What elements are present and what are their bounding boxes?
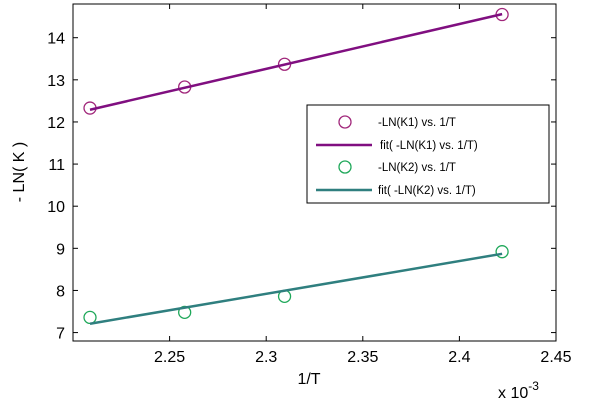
- axis-ticks: 2.25 2.3 2.35 2.4 2.45 7 8 9 10 11 12 13 14: [47, 4, 572, 366]
- fit-line-series-1: [89, 12, 503, 111]
- x-multiplier-base: x 10: [498, 385, 528, 402]
- y-tick-label: 11: [48, 157, 65, 174]
- legend: -LN(K1) vs. 1/T fit( -LN(K1) vs. 1/T) -L…: [306, 104, 550, 204]
- x-tick-label: 2.25: [154, 349, 185, 366]
- legend-label-k2: -LN(K2) vs. 1/T: [378, 162, 456, 174]
- plot-series: [83, 7, 509, 325]
- data-point-series-2: [178, 305, 192, 320]
- y-tick-label: 13: [47, 73, 65, 90]
- legend-label-fit-k2: fit( -LN(K2) vs. 1/T): [378, 185, 476, 197]
- x-tick-label: 2.45: [540, 349, 571, 366]
- x-tick-label: 2.35: [347, 349, 378, 366]
- y-tick-label: 9: [56, 241, 65, 258]
- x-tick-label: 2.4: [448, 349, 470, 366]
- x-tick-label: 2.3: [255, 349, 277, 366]
- legend-marker-k2: [338, 160, 352, 174]
- y-tick-label: 12: [47, 115, 65, 132]
- legend-marker-k1: [338, 115, 352, 129]
- legend-label-k1: -LN(K1) vs. 1/T: [378, 117, 456, 129]
- y-tick-label: 10: [47, 199, 65, 216]
- legend-label-fit-k1: fit( -LN(K1) vs. 1/T): [380, 140, 478, 152]
- x-multiplier-exponent: -3: [528, 379, 539, 393]
- fit-line-series-3: [89, 252, 503, 325]
- data-point-series-2: [495, 245, 509, 259]
- y-axis-label: - LN( K ): [11, 142, 28, 202]
- y-tick-label: 7: [56, 326, 65, 343]
- y-tick-label: 14: [47, 31, 65, 48]
- legend-box: [306, 104, 550, 204]
- y-tick-label: 8: [56, 283, 65, 300]
- x-multiplier: x 10-3: [498, 379, 539, 402]
- x-axis-label: 1/T: [297, 371, 320, 388]
